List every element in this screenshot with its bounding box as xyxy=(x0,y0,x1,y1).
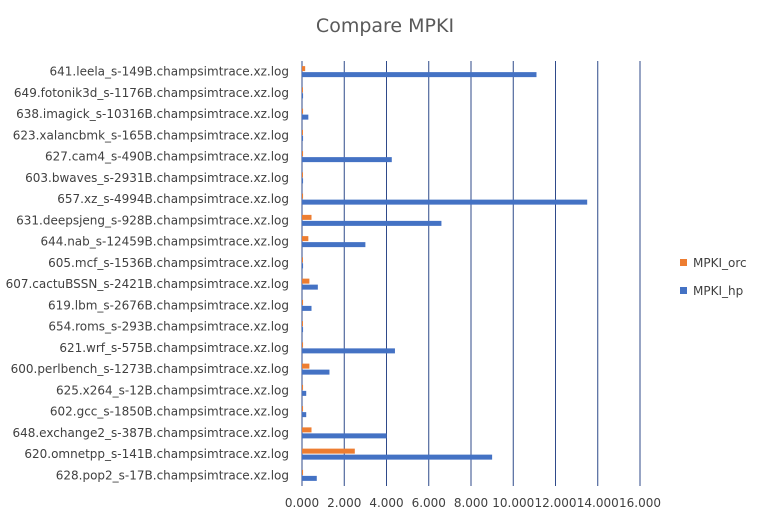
x-tick-label: 4.000 xyxy=(369,496,403,510)
x-tick-label: 8.000 xyxy=(454,496,488,510)
legend-label: MPKI_orc xyxy=(693,256,747,270)
bar-mpki-orc xyxy=(302,321,303,327)
category-label: 621.wrf_s-575B.champsimtrace.xz.log xyxy=(59,341,289,355)
category-label: 648.exchange2_s-387B.champsimtrace.xz.lo… xyxy=(12,426,289,440)
bar-mpki-orc xyxy=(302,214,312,220)
bar-mpki-hp xyxy=(302,199,588,205)
category-label: 625.x264_s-12B.champsimtrace.xz.log xyxy=(56,383,289,397)
bar-mpki-hp xyxy=(302,369,330,375)
bar-mpki-hp xyxy=(302,135,304,141)
bar-mpki-hp xyxy=(302,412,307,418)
x-tick-label: 10.000 xyxy=(492,496,534,510)
bar-mpki-hp xyxy=(302,327,304,333)
bar-mpki-orc xyxy=(302,108,304,114)
chart-title: Compare MPKI xyxy=(316,15,454,37)
x-tick-label: 16.000 xyxy=(619,496,661,510)
bar-mpki-hp xyxy=(302,305,312,311)
bar-mpki-orc xyxy=(302,87,303,93)
category-label: 638.imagick_s-10316B.champsimtrace.xz.lo… xyxy=(16,107,289,121)
bar-mpki-hp xyxy=(302,178,304,184)
category-label: 644.nab_s-12459B.champsimtrace.xz.log xyxy=(40,235,289,249)
category-label: 649.fotonik3d_s-1176B.champsimtrace.xz.l… xyxy=(14,86,289,100)
bars xyxy=(302,66,588,481)
bar-mpki-orc xyxy=(302,363,310,369)
bar-mpki-hp xyxy=(302,242,366,248)
bar-mpki-orc xyxy=(302,278,310,284)
category-label: 628.pop2_s-17B.champsimtrace.xz.log xyxy=(56,468,289,482)
category-label: 623.xalancbmk_s-165B.champsimtrace.xz.lo… xyxy=(13,128,289,142)
bar-mpki-hp xyxy=(302,157,392,163)
bar-mpki-hp xyxy=(302,72,537,78)
category-labels: 641.leela_s-149B.champsimtrace.xz.log 649… xyxy=(6,65,289,483)
bar-mpki-hp xyxy=(302,263,304,269)
legend-swatch xyxy=(680,259,687,266)
bar-mpki-orc xyxy=(302,384,304,390)
bar-mpki-orc xyxy=(302,469,304,475)
category-label: 619.lbm_s-2676B.champsimtrace.xz.log xyxy=(48,298,289,312)
bar-mpki-hp xyxy=(302,433,387,439)
bar-mpki-orc xyxy=(302,406,304,412)
bar-mpki-orc xyxy=(302,448,355,454)
category-label: 627.cam4_s-490B.champsimtrace.xz.log xyxy=(45,150,289,164)
x-tick-labels: 0.000 2.000 4.000 6.000 8.000 10.000 12.000 14.… xyxy=(285,496,661,510)
x-tick-label: 14.000 xyxy=(577,496,619,510)
bar-mpki-orc xyxy=(302,299,304,305)
x-tick-label: 6.000 xyxy=(412,496,446,510)
bar-mpki-hp xyxy=(302,220,442,226)
legend-swatch xyxy=(680,287,687,294)
bar-mpki-hp xyxy=(302,114,309,120)
bar-mpki-orc xyxy=(302,427,312,433)
legend: MPKI_orc MPKI_hp xyxy=(680,256,747,298)
category-label: 620.omnetpp_s-141B.champsimtrace.xz.log xyxy=(24,447,289,461)
bar-mpki-hp xyxy=(302,284,318,290)
x-tick-label: 12.000 xyxy=(535,496,577,510)
bar-mpki-hp xyxy=(302,348,395,354)
bar-mpki-hp xyxy=(302,454,493,460)
category-label: 603.bwaves_s-2931B.champsimtrace.xz.log xyxy=(25,171,289,185)
bar-mpki-orc xyxy=(302,172,303,178)
category-label: 631.deepsjeng_s-928B.champsimtrace.xz.lo… xyxy=(16,213,289,227)
category-label: 607.cactuBSSN_s-2421B.champsimtrace.xz.l… xyxy=(6,277,289,291)
bar-mpki-orc xyxy=(302,236,309,242)
category-label: 605.mcf_s-1536B.champsimtrace.xz.log xyxy=(48,256,289,270)
gridlines xyxy=(301,61,641,486)
bar-mpki-orc xyxy=(302,193,304,199)
category-label: 657.xz_s-4994B.champsimtrace.xz.log xyxy=(57,192,289,206)
legend-label: MPKI_hp xyxy=(693,284,743,298)
bar-mpki-orc xyxy=(302,66,306,72)
x-tick-label: 0.000 xyxy=(285,496,319,510)
bar-mpki-orc xyxy=(302,129,303,135)
bar-mpki-orc xyxy=(302,342,304,348)
category-label: 602.gcc_s-1850B.champsimtrace.xz.log xyxy=(50,405,289,419)
category-label: 654.roms_s-293B.champsimtrace.xz.log xyxy=(48,320,289,334)
category-label: 600.perlbench_s-1273B.champsimtrace.xz.l… xyxy=(11,362,289,376)
bar-mpki-hp xyxy=(302,475,317,481)
x-tick-label: 2.000 xyxy=(327,496,361,510)
bar-mpki-orc xyxy=(302,257,303,263)
bar-mpki-hp xyxy=(302,93,304,99)
bar-mpki-orc xyxy=(302,151,304,157)
bar-mpki-hp xyxy=(302,390,307,396)
category-label: 641.leela_s-149B.champsimtrace.xz.log xyxy=(50,65,289,79)
